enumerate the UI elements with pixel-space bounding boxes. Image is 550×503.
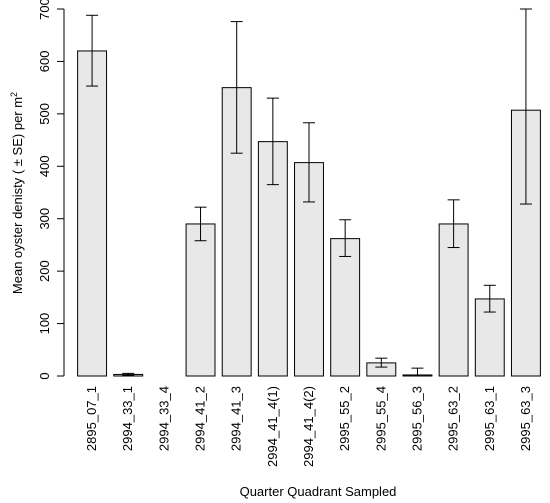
x-axis-title: Quarter Quadrant Sampled (240, 484, 397, 499)
x-tick-label: 2994_33_4 (156, 386, 171, 451)
y-tick-label: 600 (37, 51, 52, 73)
x-tick-label: 2994_41_4(1) (265, 386, 280, 467)
y-tick-label: 0 (37, 372, 52, 379)
x-tick-label: 2995_63_2 (446, 386, 461, 451)
x-tick-label: 2995_63_3 (518, 386, 533, 451)
x-tick-label: 2995_55_4 (373, 386, 388, 451)
x-tick-labels: 2895_07_1 2994_33_1 2994_33_4 2994_41_2 2994… (84, 386, 533, 467)
x-tick-label: 2995_56_3 (409, 386, 424, 451)
y-axis-title-superscript: 2 (9, 92, 19, 97)
x-tick-label: 2994_41_2 (193, 386, 208, 451)
x-tick-label: 2995_63_1 (482, 386, 497, 451)
bar (330, 238, 361, 377)
bar (438, 223, 469, 377)
y-tick-label: 100 (37, 313, 52, 335)
x-tick-label: 2994_41_4(2) (301, 386, 316, 467)
bars-group (77, 50, 541, 377)
y-tick-label: 500 (37, 103, 52, 125)
y-axis: 0 100 200 300 400 500 600 700 (37, 0, 65, 380)
y-axis-title: Mean oyster denisty ( ± SE) per m2 (9, 92, 25, 294)
y-tick-label: 700 (37, 0, 52, 20)
y-axis-title-text: Mean oyster denisty ( ± SE) per m (10, 97, 25, 294)
x-tick-label: 2994_41_3 (229, 386, 244, 451)
x-tick-label: 2895_07_1 (84, 386, 99, 451)
bar (185, 223, 216, 377)
bar (77, 50, 108, 377)
y-tick-label: 300 (37, 208, 52, 230)
y-tick-label: 200 (37, 260, 52, 282)
x-tick-label: 2994_33_1 (120, 386, 135, 451)
y-tick-label: 400 (37, 155, 52, 177)
error-bars-group (86, 8, 532, 377)
x-tick-label: 2995_55_2 (337, 386, 352, 451)
